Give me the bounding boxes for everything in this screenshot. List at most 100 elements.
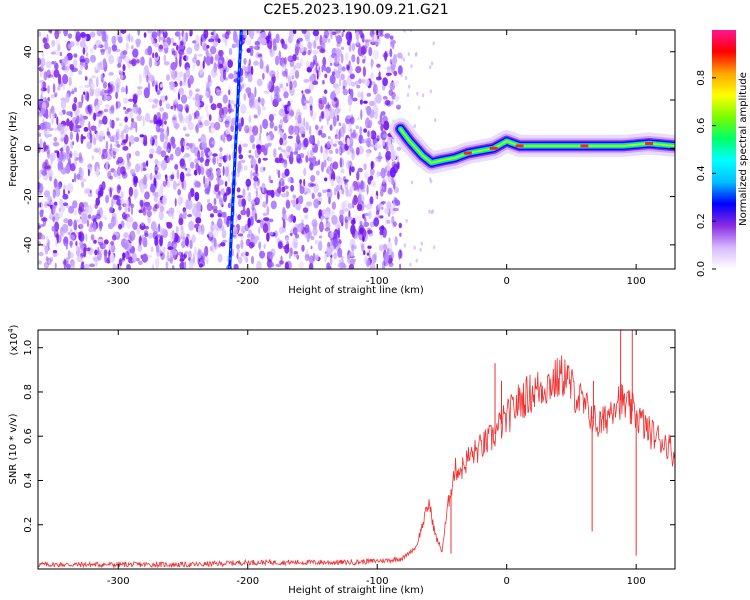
noise-speck xyxy=(170,61,177,71)
noise-speck xyxy=(135,163,141,173)
noise-speck xyxy=(100,73,104,81)
noise-speck xyxy=(76,132,79,143)
noise-speck xyxy=(266,190,273,196)
noise-speck xyxy=(367,229,373,234)
noise-speck xyxy=(38,170,41,181)
noise-speck xyxy=(176,169,180,180)
noise-speck xyxy=(140,221,145,226)
noise-speck xyxy=(228,89,231,96)
noise-speck xyxy=(361,32,365,43)
noise-speck xyxy=(242,188,246,198)
noise-speck xyxy=(169,80,175,91)
noise-speck xyxy=(220,199,223,205)
noise-speck xyxy=(149,153,154,159)
noise-speck xyxy=(262,223,269,234)
noise-speck xyxy=(321,161,324,173)
noise-speck xyxy=(388,262,394,267)
noise-speck xyxy=(51,39,56,47)
noise-speck xyxy=(57,73,62,85)
noise-speck xyxy=(241,227,246,233)
noise-speck xyxy=(346,216,353,221)
noise-speck xyxy=(135,122,138,133)
noise-speck xyxy=(209,122,216,129)
noise-speck xyxy=(125,42,129,51)
noise-speck xyxy=(168,207,174,212)
noise-speck xyxy=(103,239,109,245)
noise-speck xyxy=(328,156,333,163)
noise-speck xyxy=(384,99,391,106)
noise-speck xyxy=(51,118,54,125)
noise-speck xyxy=(216,102,223,109)
noise-speck xyxy=(301,90,304,94)
noise-speck xyxy=(60,123,65,135)
noise-speck xyxy=(170,136,176,145)
noise-speck xyxy=(53,187,58,193)
noise-speck xyxy=(107,84,113,95)
noise-speck xyxy=(191,234,196,244)
noise-speck xyxy=(97,250,102,261)
noise-speck xyxy=(63,258,67,269)
noise-speck xyxy=(322,79,325,85)
noise-speck xyxy=(413,124,416,128)
noise-speck xyxy=(361,137,365,144)
noise-speck xyxy=(178,71,184,78)
noise-speck xyxy=(318,235,323,239)
noise-speck xyxy=(288,253,291,259)
noise-speck xyxy=(129,107,134,119)
noise-speck xyxy=(80,32,86,38)
noise-speck xyxy=(177,195,183,206)
noise-speck xyxy=(163,141,168,150)
noise-speck xyxy=(66,145,70,155)
noise-speck xyxy=(391,251,395,259)
noise-speck xyxy=(102,58,107,68)
noise-speck xyxy=(324,227,331,232)
noise-speck xyxy=(99,66,105,70)
noise-speck xyxy=(189,32,192,37)
noise-speck xyxy=(118,70,122,74)
noise-speck xyxy=(130,206,134,215)
noise-speck xyxy=(250,233,255,240)
noise-speck xyxy=(290,151,294,158)
noise-speck xyxy=(69,41,75,47)
noise-speck xyxy=(85,233,88,242)
noise-speck xyxy=(244,125,250,134)
noise-speck xyxy=(203,175,206,185)
noise-speck xyxy=(237,256,243,264)
noise-speck xyxy=(227,186,232,195)
noise-speck xyxy=(222,239,228,243)
noise-speck xyxy=(322,152,329,161)
noise-speck xyxy=(302,207,309,213)
noise-speck xyxy=(246,128,250,134)
x-tick-label: 0 xyxy=(503,576,509,587)
noise-speck xyxy=(87,204,93,215)
noise-speck xyxy=(148,56,153,68)
noise-speck xyxy=(213,238,217,248)
noise-speck xyxy=(396,146,402,151)
noise-speck xyxy=(296,254,300,260)
noise-speck xyxy=(323,65,327,72)
noise-speck xyxy=(288,125,295,135)
noise-speck xyxy=(291,75,295,80)
noise-speck xyxy=(74,209,77,216)
noise-speck xyxy=(138,73,142,84)
noise-speck xyxy=(291,34,294,43)
noise-speck xyxy=(66,65,69,72)
noise-speck xyxy=(266,232,270,242)
noise-speck xyxy=(317,139,320,147)
noise-speck xyxy=(153,177,157,188)
noise-speck xyxy=(194,42,200,52)
spectrogram-y-ticks: -40 -20 0 20 40 xyxy=(23,45,675,253)
noise-speck xyxy=(304,204,311,208)
noise-speck xyxy=(333,252,338,260)
noise-speck xyxy=(318,209,322,219)
noise-speck xyxy=(284,210,287,214)
noise-speck xyxy=(290,213,294,221)
noise-speck xyxy=(51,61,55,65)
noise-speck xyxy=(396,104,402,108)
spectrogram-streak xyxy=(228,30,243,269)
noise-speck xyxy=(140,162,144,173)
noise-speck xyxy=(277,169,281,179)
noise-speck xyxy=(218,162,222,167)
noise-speck xyxy=(54,262,57,269)
noise-speck xyxy=(246,195,250,200)
